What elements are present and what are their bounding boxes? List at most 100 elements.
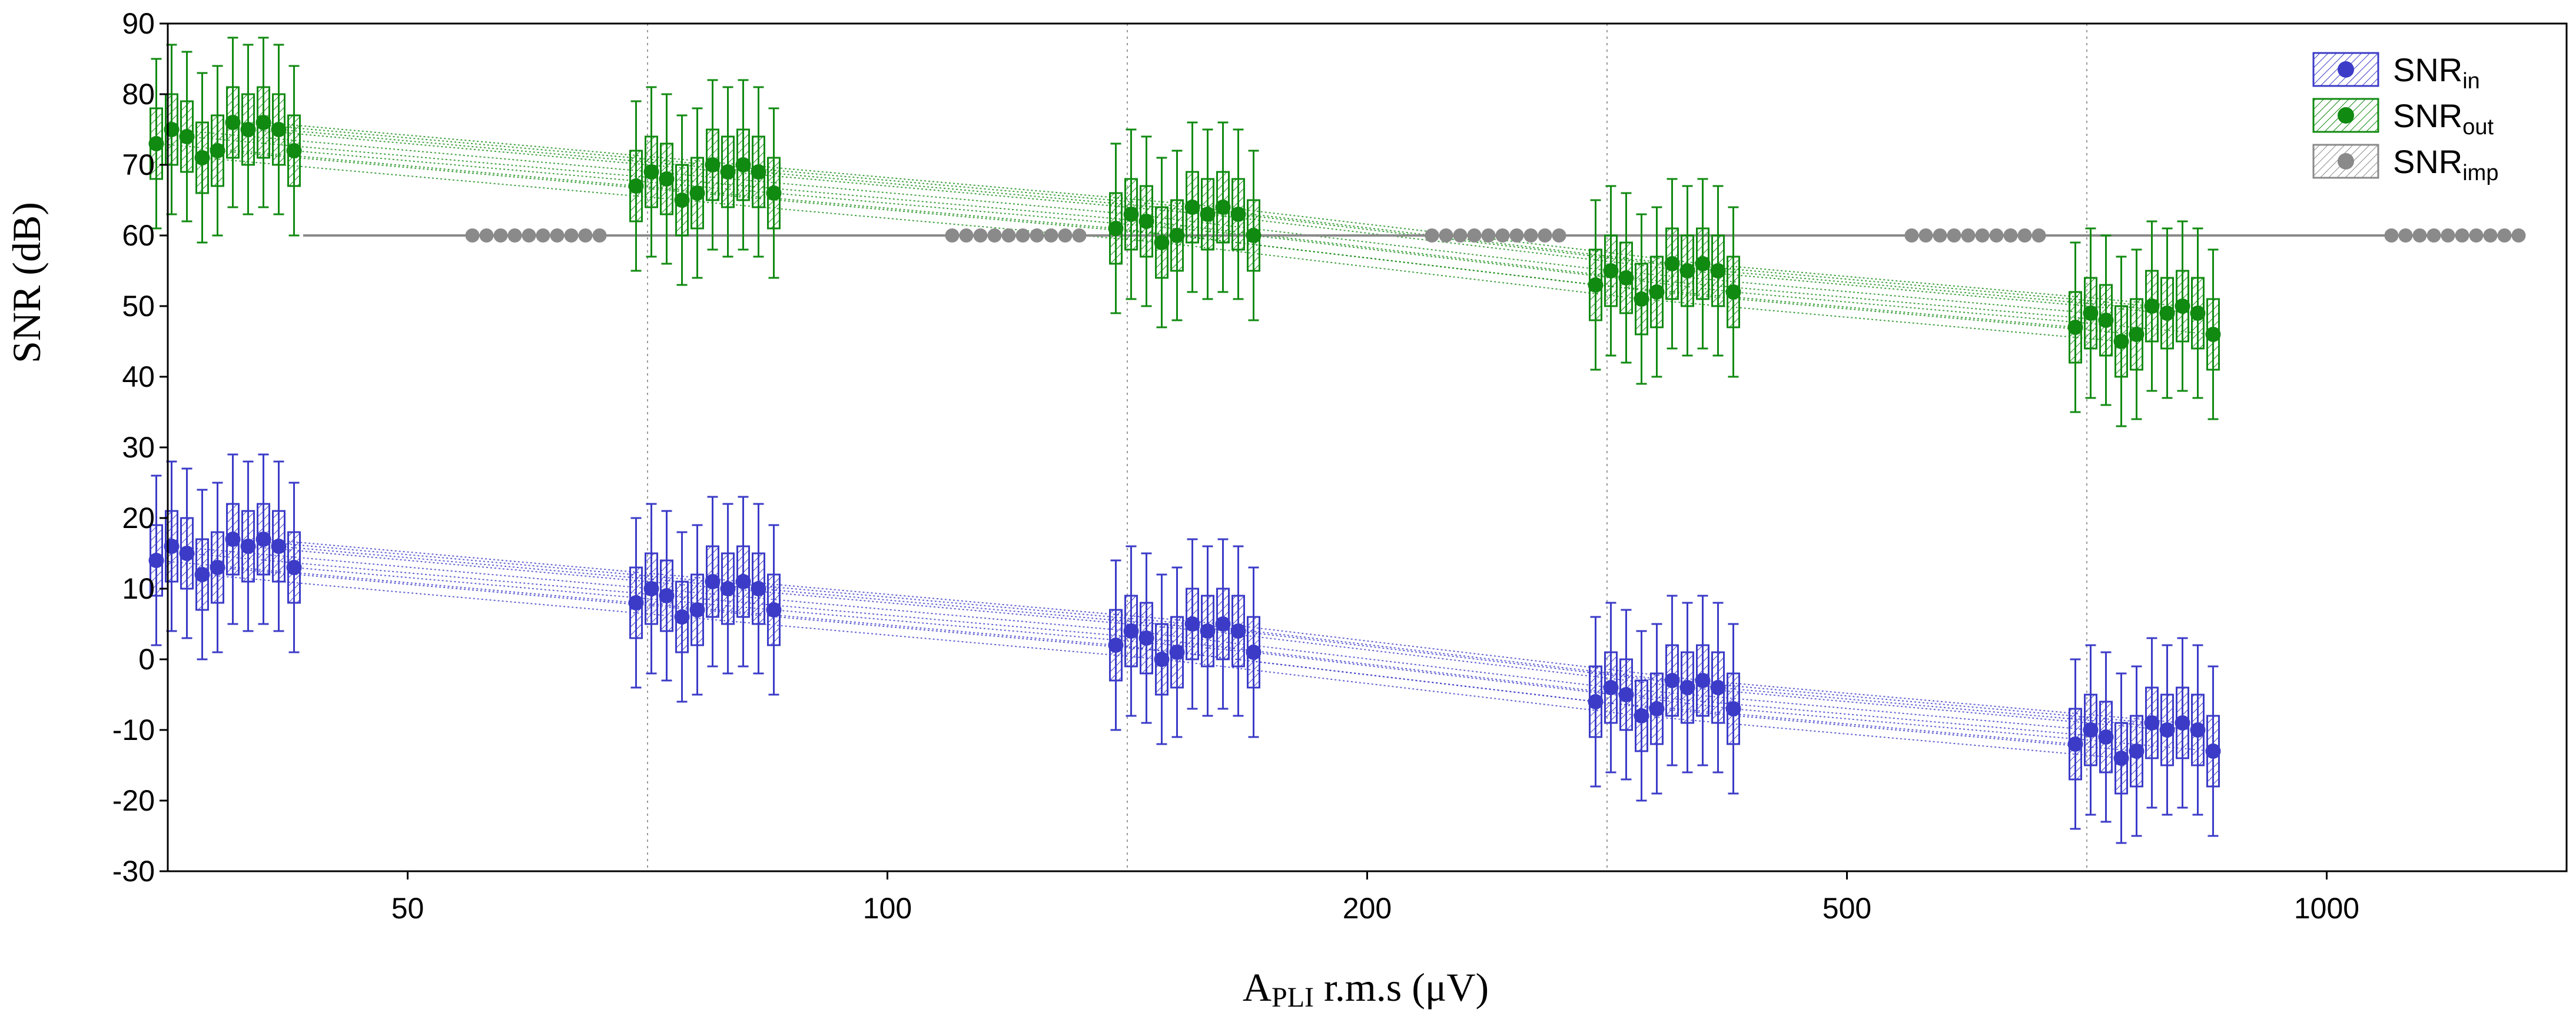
median-point	[720, 164, 736, 180]
box-snr-out	[1695, 178, 1711, 350]
median-point	[164, 539, 180, 554]
box-snr-out	[2083, 227, 2099, 399]
legend-marker	[2338, 107, 2354, 124]
snr-imp-point	[2384, 228, 2399, 243]
legend-marker	[2338, 153, 2354, 170]
box-snr-in	[1246, 566, 1262, 738]
snr-imp-point	[2469, 228, 2484, 243]
box-snr-out	[225, 36, 241, 208]
box-snr-in	[674, 531, 690, 703]
box-snr-out	[148, 58, 164, 230]
snr-imp-point	[1001, 228, 1016, 243]
snr-imp-point	[945, 228, 960, 243]
snr-imp-point	[1975, 228, 1990, 243]
box-snr-in	[1634, 630, 1649, 802]
snr-imp-point	[507, 228, 522, 243]
box-snr-out	[1725, 206, 1741, 378]
median-point	[628, 595, 644, 610]
y-tick-label: 10	[122, 572, 155, 605]
median-point	[1695, 673, 1711, 688]
snr-imp-point	[1015, 228, 1030, 243]
box-snr-out	[720, 86, 736, 258]
box-snr-in	[1618, 609, 1634, 781]
median-point	[1679, 680, 1695, 695]
box-snr-out	[689, 107, 705, 279]
y-tick-label: -10	[112, 713, 155, 746]
box-snr-in	[1215, 538, 1231, 710]
median-point	[643, 164, 659, 180]
median-point	[1169, 645, 1185, 660]
box-snr-out	[2190, 227, 2206, 399]
median-point	[766, 602, 782, 618]
median-point	[2098, 729, 2114, 745]
median-point	[735, 574, 751, 589]
box-snr-in	[735, 496, 751, 668]
box-snr-out	[2159, 227, 2175, 399]
box-snr-in	[2190, 644, 2206, 816]
box-snr-in	[2113, 672, 2129, 844]
y-tick-label: 90	[122, 7, 155, 40]
box-snr-in	[1169, 566, 1185, 738]
x-tick-label: 100	[863, 892, 912, 925]
median-point	[2159, 306, 2175, 321]
box-snr-in	[1138, 552, 1154, 724]
box-snr-out	[286, 65, 302, 237]
median-point	[1169, 228, 1185, 243]
median-point	[643, 581, 659, 596]
median-point	[1695, 256, 1711, 271]
box-snr-in	[271, 460, 287, 632]
snr-imp-point	[1439, 228, 1453, 243]
median-point	[271, 539, 287, 554]
median-point	[628, 178, 644, 194]
box-snr-out	[2113, 255, 2129, 427]
box-snr-in	[2083, 644, 2099, 816]
box-snr-out	[1618, 192, 1634, 364]
snr-imp-point	[1904, 228, 1919, 243]
median-point	[1725, 701, 1741, 716]
box-snr-in	[2205, 665, 2221, 837]
box-snr-in	[1725, 623, 1741, 795]
snr-imp-point	[1961, 228, 1976, 243]
median-point	[1200, 623, 1216, 639]
median-point	[271, 122, 287, 137]
median-point	[240, 122, 256, 137]
median-point	[286, 560, 302, 575]
box-snr-in	[720, 503, 736, 675]
box-snr-in	[225, 453, 241, 625]
y-tick-label: 0	[138, 643, 155, 676]
box-snr-out	[255, 36, 271, 208]
box-snr-out	[1154, 157, 1170, 328]
snr-imp-point	[1495, 228, 1510, 243]
median-point	[1246, 645, 1262, 660]
y-tick-label: 40	[122, 360, 155, 393]
x-axis-title-sub: PLI	[1272, 982, 1314, 1013]
legend-label-sub: out	[2462, 115, 2494, 140]
legend-label-sub: in	[2462, 69, 2480, 94]
box-snr-in	[1710, 602, 1726, 774]
y-tick-label: 20	[122, 502, 155, 535]
snr-imp-point	[1989, 228, 2004, 243]
median-point	[2190, 722, 2206, 738]
box-snr-out	[210, 65, 225, 237]
box-snr-out	[2175, 220, 2190, 392]
box-snr-in	[2067, 658, 2083, 830]
box-snr-out	[1123, 128, 1139, 300]
box-layer	[148, 36, 2221, 844]
x-axis-title-main: A	[1243, 965, 1272, 1010]
snr-imp-point	[2003, 228, 2018, 243]
median-point	[1603, 263, 1619, 278]
median-point	[2067, 320, 2083, 335]
median-point	[1108, 221, 1124, 236]
box-snr-in	[689, 524, 705, 696]
snr-imp-point	[959, 228, 974, 243]
box-snr-in	[1108, 559, 1124, 731]
box-snr-out	[735, 79, 751, 251]
median-point	[240, 539, 256, 554]
median-point	[1123, 207, 1139, 222]
median-point	[1664, 673, 1680, 688]
y-tick-label: 80	[122, 78, 155, 111]
box-snr-in	[1664, 595, 1680, 766]
y-axis-ticks: -30 -20 -10 0 10 20 30 40 50 60 70 80 90	[112, 7, 168, 888]
median-point	[1154, 652, 1170, 667]
